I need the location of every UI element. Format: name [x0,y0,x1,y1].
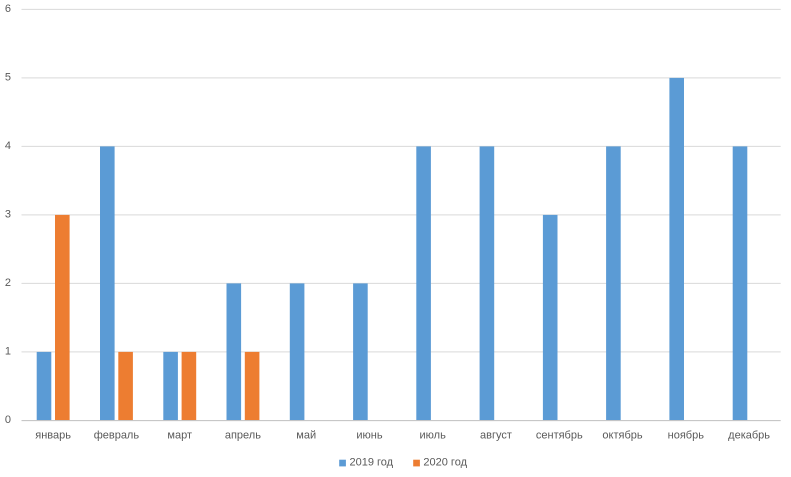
svg-text:июнь: июнь [356,429,382,441]
svg-text:октябрь: октябрь [602,429,642,441]
svg-text:0: 0 [5,414,11,426]
svg-text:декабрь: декабрь [728,429,770,441]
svg-text:2: 2 [5,277,11,289]
svg-text:апрель: апрель [225,429,261,441]
svg-text:сентябрь: сентябрь [536,429,583,441]
svg-text:март: март [167,429,192,441]
svg-text:февраль: февраль [94,429,140,441]
svg-text:2019 год: 2019 год [350,457,394,469]
svg-text:5: 5 [5,72,11,84]
svg-text:1: 1 [5,346,11,358]
svg-text:2020 год: 2020 год [423,457,467,469]
svg-text:6: 6 [5,3,11,15]
svg-text:январь: январь [35,429,71,441]
svg-text:июль: июль [420,429,447,441]
svg-text:май: май [296,429,316,441]
svg-text:4: 4 [5,140,11,152]
svg-text:ноябрь: ноябрь [668,429,705,441]
svg-text:3: 3 [5,209,11,221]
svg-text:август: август [480,429,512,441]
